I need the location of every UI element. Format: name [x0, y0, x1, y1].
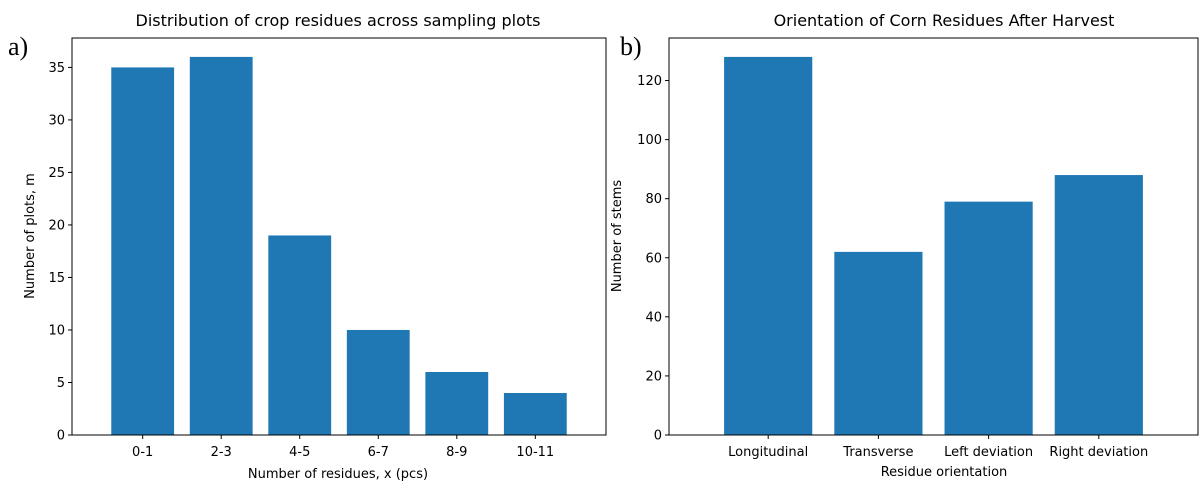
x-tick-label-b-1: Transverse — [842, 445, 913, 460]
x-tick-label-a-3: 6-7 — [368, 445, 389, 460]
plot-area-a: 0 5 10 15 20 25 30 35 0-1 2-3 4-5 6-7 8-9 10-11 — [48, 37, 607, 460]
axes-frame-a — [71, 37, 607, 436]
x-tick-label-b-2: Left deviation — [944, 445, 1033, 460]
bar-b-1 — [834, 251, 923, 435]
bar-a-5 — [503, 392, 567, 435]
bar-a-4 — [425, 371, 489, 435]
bar-a-2 — [268, 235, 332, 435]
y-tick-label-a-1: 5 — [57, 376, 65, 391]
y-tick-label-a-4: 20 — [48, 218, 65, 233]
x-tick-label-a-2: 4-5 — [289, 445, 310, 460]
y-tick-label-b-6: 120 — [637, 74, 662, 89]
bar-a-0 — [111, 67, 175, 435]
y-tick-label-b-5: 100 — [637, 133, 662, 148]
y-tick-label-a-6: 30 — [48, 113, 65, 128]
y-tick-label-b-3: 60 — [645, 251, 662, 266]
y-tick-label-a-7: 35 — [48, 61, 65, 76]
panel-label-a: a) — [8, 32, 28, 61]
panel-label-b: b) — [620, 32, 642, 61]
chart-title-b: Orientation of Corn Residues After Harve… — [774, 11, 1115, 30]
x-axis-label-b: Residue orientation — [881, 465, 1008, 480]
y-tick-label-a-3: 15 — [48, 271, 65, 286]
bar-a-1 — [189, 56, 253, 436]
x-tick-label-a-0: 0-1 — [132, 445, 153, 460]
plot-area-b: 0 20 40 60 80 100 120 Longitudinal Transverse Lef… — [637, 37, 1199, 460]
y-tick-label-b-1: 20 — [645, 369, 662, 384]
x-tick-label-b-3: Right deviation — [1049, 445, 1148, 460]
y-tick-label-b-2: 40 — [645, 310, 662, 325]
y-tick-label-a-5: 25 — [48, 166, 65, 181]
x-tick-label-a-5: 10-11 — [516, 445, 554, 460]
y-tick-label-b-4: 80 — [645, 192, 662, 207]
bar-b-3 — [1054, 175, 1143, 436]
axes-frame-b — [668, 37, 1199, 436]
y-axis-label-b: Number of stems — [610, 180, 625, 293]
y-tick-label-b-0: 0 — [654, 429, 662, 444]
y-tick-label-a-0: 0 — [57, 429, 65, 444]
x-tick-label-a-1: 2-3 — [211, 445, 232, 460]
x-tick-label-b-0: Longitudinal — [728, 445, 808, 460]
x-tick-label-a-4: 8-9 — [446, 445, 467, 460]
bar-b-2 — [944, 201, 1033, 435]
x-axis-label-a: Number of residues, x (pcs) — [248, 467, 428, 482]
bar-a-3 — [346, 329, 410, 435]
chart-panel-b: b) Orientation of Corn Residues After Ha… — [610, 11, 1199, 480]
y-tick-label-a-2: 10 — [48, 323, 65, 338]
chart-title-a: Distribution of crop residues across sam… — [136, 11, 541, 30]
y-axis-label-a: Number of plots, m — [23, 173, 38, 299]
chart-panel-a: a) Distribution of crop residues across … — [8, 11, 607, 482]
bar-b-0 — [724, 56, 813, 436]
